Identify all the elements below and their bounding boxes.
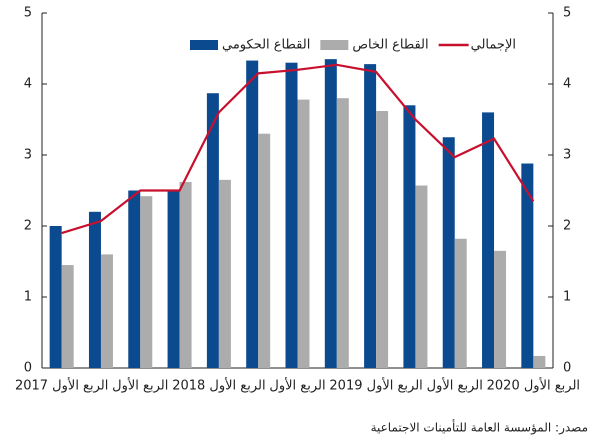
- x-tick-label: الربع الأول 2018: [172, 377, 265, 394]
- y-tick-label: 4: [24, 77, 32, 92]
- legend-label: الإجمالي: [471, 38, 516, 53]
- legend-label: القطاع الخاص: [352, 38, 428, 53]
- x-tick-label: الربع الأول: [269, 377, 325, 394]
- bar: [364, 64, 377, 369]
- y-tick-label: 2: [24, 219, 32, 234]
- x-tick-label: الربع الأول 2019: [329, 377, 422, 394]
- y-tick-label: 3: [24, 148, 32, 163]
- source: مصدر: المؤسسة العامة للتأمينات الاجتماعي…: [371, 419, 588, 436]
- bar: [442, 137, 455, 368]
- line: [61, 63, 535, 235]
- bar: [403, 105, 416, 369]
- bar: [297, 99, 310, 369]
- y-tick-label: 0: [24, 361, 32, 376]
- bar: [482, 112, 495, 369]
- bar: [376, 110, 389, 368]
- bar: [100, 254, 113, 368]
- bar: [521, 163, 534, 368]
- bar: [246, 60, 259, 368]
- bar: [285, 62, 298, 368]
- x-tick-label: الربع الأول 2020: [487, 377, 580, 394]
- x-tick-label: الربع الأول 2017: [15, 377, 108, 394]
- bar: [258, 133, 271, 368]
- legend-swatch: [320, 40, 349, 50]
- y2-tick-label: 3: [563, 148, 571, 163]
- x-tick-label: الربع الأول: [112, 377, 168, 394]
- bar: [179, 181, 192, 368]
- legend-swatch: [190, 40, 218, 50]
- bar: [88, 211, 101, 368]
- y2-tick-label: 4: [563, 77, 571, 92]
- y2-tick-label: 0: [563, 361, 571, 376]
- bar: [128, 190, 141, 368]
- y-tick-label: 5: [24, 6, 32, 21]
- bar: [454, 238, 467, 368]
- bar: [324, 59, 337, 369]
- bar: [494, 250, 507, 368]
- y2-tick-label: 5: [563, 6, 571, 21]
- y-tick-label: 1: [24, 290, 32, 305]
- bar: [61, 265, 74, 368]
- y2-tick-label: 2: [563, 219, 571, 234]
- y2-tick-label: 1: [563, 290, 571, 305]
- legend-label: القطاع الحكومي: [222, 38, 310, 53]
- bar: [140, 196, 153, 368]
- bar: [218, 179, 231, 368]
- bar: [533, 355, 546, 368]
- bar: [336, 98, 349, 368]
- x-tick-label: الربع الأول: [427, 377, 483, 394]
- bar: [415, 185, 428, 368]
- bar: [49, 226, 62, 368]
- bar: [167, 190, 180, 368]
- bar: [206, 93, 219, 368]
